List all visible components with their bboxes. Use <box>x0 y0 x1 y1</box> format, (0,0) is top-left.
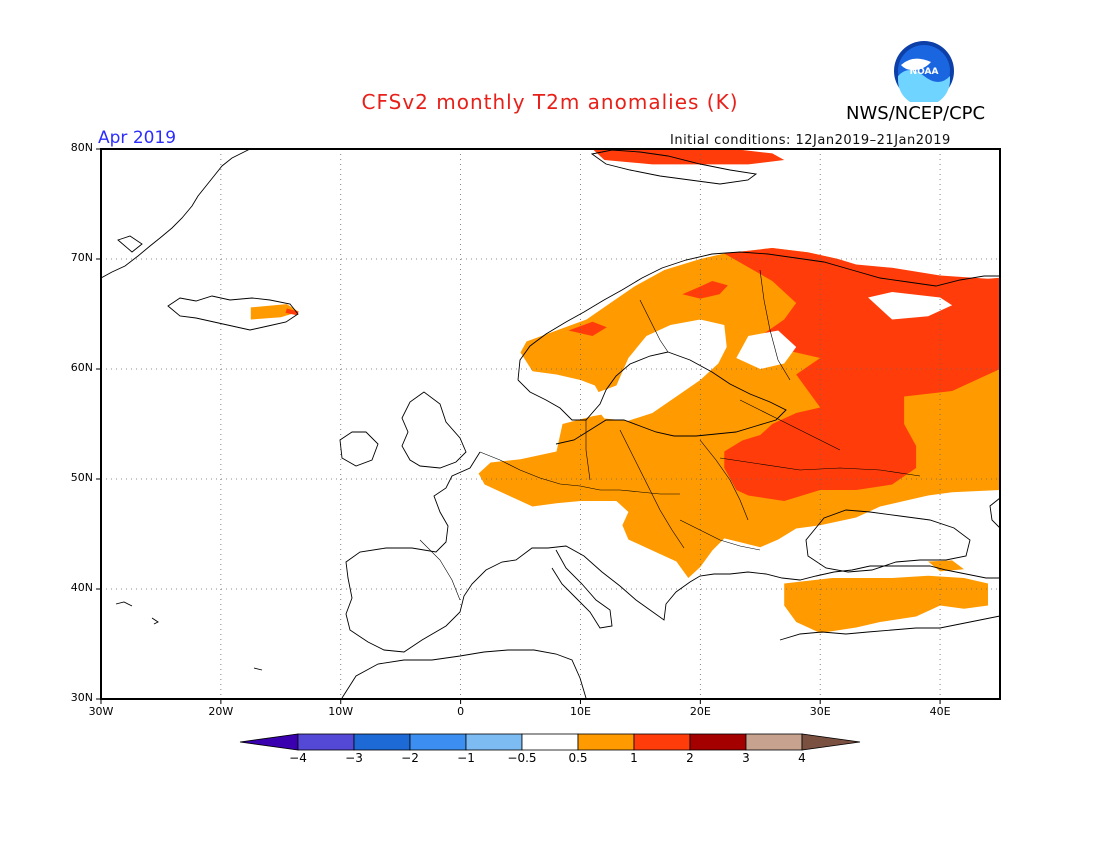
colorbar-tick-label: 2 <box>686 751 694 765</box>
colorbar-tick-label: −4 <box>289 751 307 765</box>
org-label: NWS/NCEP/CPC <box>846 103 986 124</box>
lon-tick-label: 20W <box>208 705 234 718</box>
anomaly-region-0 <box>592 149 785 165</box>
border-g <box>639 299 669 353</box>
border-f <box>585 420 591 481</box>
lon-tick-label: 10E <box>569 705 591 718</box>
colorbar-bin <box>577 733 635 751</box>
noaa-logo: NOAA <box>893 40 955 106</box>
neutral-region-0 <box>868 292 953 320</box>
border-e <box>759 269 791 381</box>
anomaly-region-7 <box>682 281 728 299</box>
anomaly-region-3 <box>478 248 1000 578</box>
initial-conditions-label: Initial conditions: 12Jan2019–21Jan2019 <box>670 133 951 148</box>
lon-tick-label: 0 <box>457 705 465 718</box>
colorbar-bin <box>689 733 747 751</box>
anomaly-region-8 <box>568 321 607 336</box>
colorbar-tick-label: −2 <box>401 751 419 765</box>
colorbar-tick-label: −3 <box>345 751 363 765</box>
lon-tick-label: 10W <box>328 705 354 718</box>
lat-tick-label: 50N <box>70 471 93 484</box>
lat-tick-label: 40N <box>70 581 93 594</box>
colorbar-bin <box>745 733 803 751</box>
lat-tick-label: 80N <box>70 141 93 154</box>
border-c <box>699 439 749 521</box>
iceland-coast <box>167 295 299 331</box>
mediterranean-north-coast <box>345 451 1000 653</box>
coastlines <box>101 149 1000 699</box>
country-borders <box>419 269 921 601</box>
anomaly-fill-layer <box>250 149 1000 633</box>
border-j <box>679 519 761 551</box>
border-d <box>739 399 841 451</box>
colorbar-bin-high-extend <box>801 733 861 751</box>
neutral-region-1 <box>586 319 727 421</box>
colorbar-tick-label: −1 <box>457 751 475 765</box>
great-britain-coast <box>401 391 467 469</box>
ireland-coast <box>339 431 379 467</box>
colorbar-tick-label: 4 <box>798 751 806 765</box>
border-a <box>479 451 680 495</box>
neutral-region-2 <box>736 330 797 369</box>
scandinavia-north-coast <box>517 251 1000 381</box>
colorbar-bin <box>353 733 411 751</box>
gridlines <box>101 149 1000 699</box>
logo-text: NOAA <box>910 67 939 77</box>
anomaly-region-2 <box>285 308 299 316</box>
greenland-island <box>117 235 143 253</box>
colorbar-bin <box>297 733 355 751</box>
anatolia-south-coast <box>779 615 1000 641</box>
colorbar-tick-label: 3 <box>742 751 750 765</box>
norway-sweden-south-coast <box>517 351 669 421</box>
colorbar-tick-label: −0.5 <box>507 751 537 765</box>
anomaly-region-1 <box>250 304 299 320</box>
black-sea-coast <box>805 509 971 573</box>
lon-tick-label: 20E <box>689 705 711 718</box>
anomaly-region-5 <box>928 560 964 572</box>
map-frame <box>100 148 1001 700</box>
north-africa-coast <box>341 649 587 699</box>
month-label: Apr 2019 <box>98 128 177 148</box>
svalbard-coast <box>590 149 758 185</box>
lon-tick-label: 40E <box>929 705 951 718</box>
colorbar-bin <box>521 733 579 751</box>
axis-ticks <box>96 148 941 704</box>
colorbar-bin <box>633 733 691 751</box>
colorbar-tick-label: 0.5 <box>568 751 588 765</box>
colorbar-bin-low-extend <box>239 733 299 751</box>
greenland-coast <box>101 149 251 279</box>
island-a <box>115 601 133 607</box>
baltic-coast <box>555 351 787 445</box>
lat-tick-label: 70N <box>70 251 93 264</box>
lat-tick-label: 30N <box>70 691 93 704</box>
colorbar-bin <box>409 733 467 751</box>
island-c <box>151 617 159 625</box>
anomaly-region-4 <box>784 575 988 633</box>
border-b <box>619 429 685 549</box>
lon-tick-label: 30W <box>88 705 114 718</box>
italy-coast <box>551 549 613 629</box>
colorbar-tick-label: 1 <box>630 751 638 765</box>
neutral-region-3 <box>352 385 481 479</box>
lon-tick-label: 30E <box>809 705 831 718</box>
colorbar-bin <box>465 733 523 751</box>
border-h <box>719 457 921 477</box>
lat-tick-label: 60N <box>70 361 93 374</box>
chart-title: CFSv2 monthly T2m anomalies (K) <box>361 90 739 114</box>
border-i <box>419 539 461 601</box>
island-b <box>253 667 263 671</box>
caspian-coast <box>989 497 1000 529</box>
